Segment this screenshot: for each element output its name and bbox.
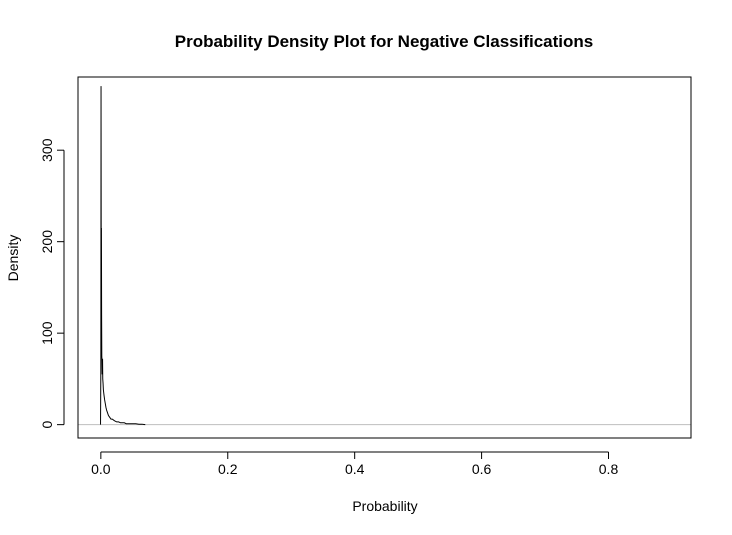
plot-frame xyxy=(77,76,692,439)
y-tick-label: 100 xyxy=(39,321,55,345)
y-tick-label: 300 xyxy=(39,138,55,162)
y-axis-label: Density xyxy=(5,235,21,282)
x-tick-label: 0.0 xyxy=(91,461,111,477)
chart-title: Probability Density Plot for Negative Cl… xyxy=(175,32,594,51)
x-tick-label: 0.4 xyxy=(345,461,365,477)
density-line-layer xyxy=(100,86,146,426)
x-tick-label: 0.6 xyxy=(472,461,492,477)
y-axis: 0 100 200 300 xyxy=(39,138,65,429)
x-axis: 0.0 0.2 0.4 0.6 0.8 xyxy=(91,451,619,477)
density-line-0 xyxy=(100,86,146,426)
y-tick-label: 0 xyxy=(39,421,55,429)
x-tick-label: 0.2 xyxy=(218,461,238,477)
y-tick-label: 200 xyxy=(39,230,55,254)
x-axis-label: Probability xyxy=(352,498,417,514)
x-tick-label: 0.8 xyxy=(599,461,619,477)
